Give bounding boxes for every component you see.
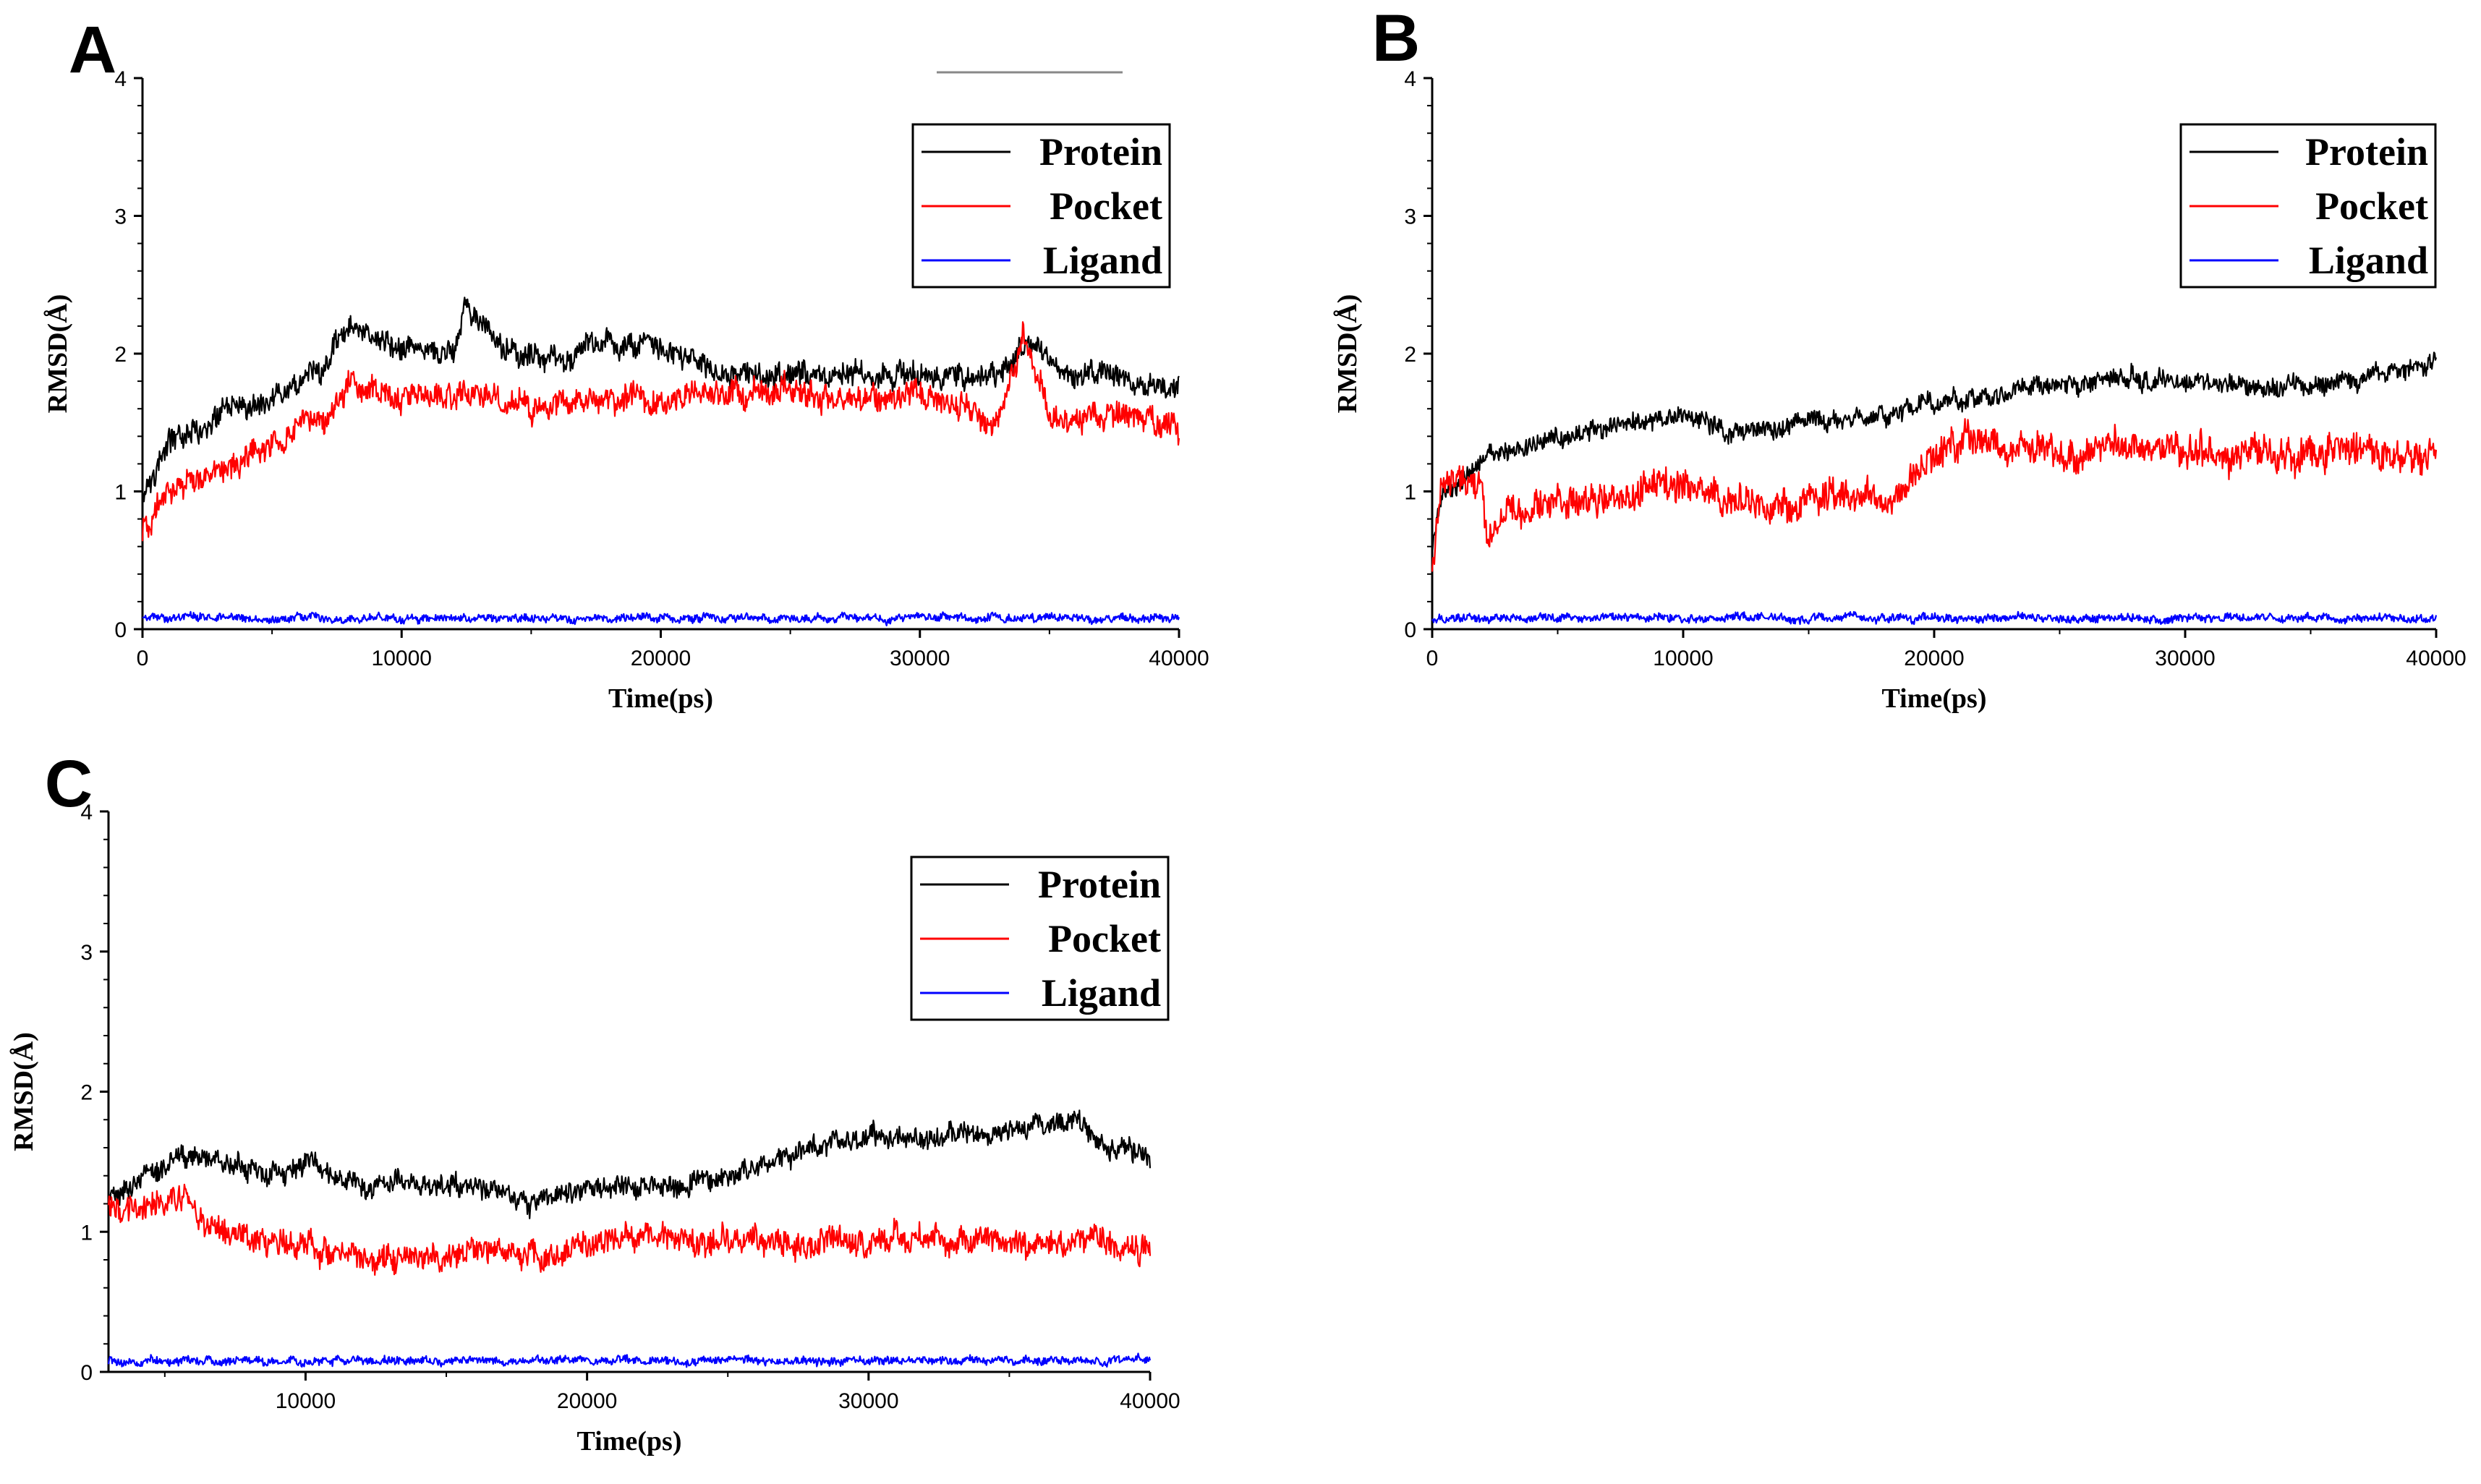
x-tick-label: 30000: [890, 647, 950, 670]
x-axis-title: Time(ps): [577, 1426, 682, 1457]
series-line-pocket: [1431, 418, 2438, 572]
x-tick-label: 30000: [2155, 647, 2215, 670]
series-line-ligand: [1431, 610, 2438, 626]
x-tick-label: 40000: [1120, 1389, 1180, 1413]
y-axis-title: RMSD(Å): [43, 294, 73, 414]
x-tick-label: 40000: [1149, 647, 1209, 670]
legend-label: Protein: [2305, 130, 2428, 174]
y-tick-label: 0: [1404, 618, 1416, 642]
x-tick-label: 10000: [276, 1389, 336, 1413]
x-tick-label: 10000: [1653, 647, 1713, 670]
y-tick-label: 2: [80, 1081, 93, 1105]
x-tick-label: 40000: [2406, 647, 2466, 670]
y-tick-label: 1: [1404, 481, 1416, 505]
legend-label: Pocket: [2315, 184, 2428, 228]
y-tick-label: 0: [80, 1361, 93, 1385]
chart-panel-b: B 0 1 2 3 4 0 10000 20000 30000 40000 Time(ps) RMSD(…: [1332, 1, 2467, 714]
chart-panel-a: A 0 1 2 3 4 0 10000 20000 30000 40000 Time(ps) RMSD(…: [43, 13, 1209, 714]
x-tick-label: 30000: [838, 1389, 898, 1413]
series-line-ligand: [107, 1352, 1152, 1368]
panel-label: A: [69, 13, 116, 87]
legend-label: Protein: [1038, 863, 1161, 906]
series-line-protein: [1431, 351, 2438, 554]
y-tick-label: 2: [1404, 343, 1416, 367]
y-tick-label: 4: [80, 801, 93, 824]
x-tick-label: 10000: [372, 647, 432, 670]
y-tick-label: 3: [114, 205, 127, 229]
y-tick-label: 0: [114, 618, 127, 642]
x-tick-label: 0: [1426, 647, 1439, 670]
y-tick-label: 1: [80, 1221, 93, 1245]
y-axis-title: RMSD(Å): [9, 1032, 39, 1151]
series-line-pocket: [107, 1183, 1152, 1276]
y-tick-label: 3: [80, 941, 93, 965]
y-tick-label: 4: [1404, 67, 1416, 91]
x-axis-title: Time(ps): [1882, 683, 1987, 714]
x-tick-label: 0: [137, 647, 149, 670]
panel-label: B: [1372, 1, 1420, 75]
series-line-pocket: [141, 321, 1180, 542]
series-line-protein: [107, 1109, 1152, 1219]
y-tick-label: 4: [114, 67, 127, 91]
legend-label: Protein: [1039, 130, 1162, 174]
legend-label: Ligand: [1042, 971, 1161, 1015]
series-line-ligand: [142, 610, 1180, 627]
legend-label: Pocket: [1050, 184, 1162, 228]
x-axis-title: Time(ps): [608, 683, 713, 714]
legend-label: Pocket: [1048, 917, 1161, 960]
y-tick-label: 2: [114, 343, 127, 367]
x-tick-label: 20000: [631, 647, 691, 670]
series-line-protein: [141, 297, 1180, 503]
y-axis-title: RMSD(Å): [1332, 294, 1363, 414]
chart-panel-c: C 0 1 2 3 4 10000 20000 30000 40000 Time(ps) RMSD(Å…: [9, 747, 1180, 1457]
panel-label: C: [45, 747, 93, 821]
y-tick-label: 3: [1404, 205, 1416, 229]
legend-label: Ligand: [1043, 239, 1162, 282]
legend-label: Ligand: [2309, 239, 2428, 282]
x-tick-label: 20000: [1904, 647, 1964, 670]
x-tick-label: 20000: [557, 1389, 617, 1413]
y-tick-label: 1: [114, 481, 127, 505]
